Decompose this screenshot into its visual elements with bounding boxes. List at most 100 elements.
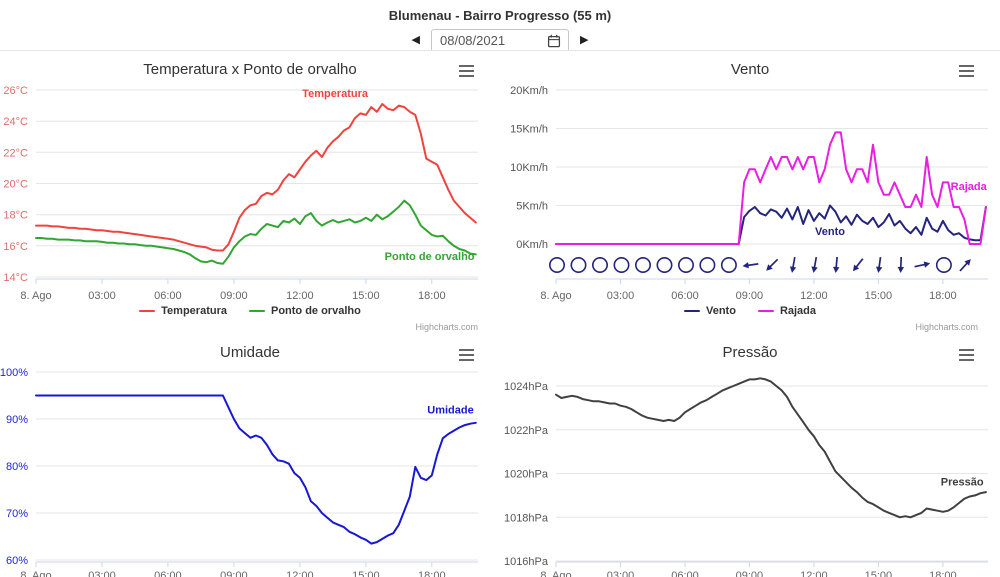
legend-label: Vento [705,305,736,317]
chart-menu-icon[interactable] [457,347,476,363]
legend-dash-icon [683,310,700,312]
series-line-Ponto de orvalho [35,199,477,265]
svg-text:8. Ago: 8. Ago [20,290,51,302]
chart-vento: Vento 20Km/h 15Km/h 10Km/h 5Km/h 0Km/h 8. Ago 0… [500,51,1000,340]
calm-wind-icon [678,257,695,274]
highcharts-credits[interactable]: Highcharts.com [915,322,978,332]
calm-wind-icon [635,257,652,274]
svg-text:1024hPa: 1024hPa [504,381,549,393]
series-line-Umidade [35,394,477,545]
svg-text:80%: 80% [6,461,28,473]
legend-item-Ponto de orvalho[interactable]: Ponto de orvalho [248,305,361,317]
svg-text:0Km/h: 0Km/h [516,239,548,251]
legend-dash-icon [139,310,156,312]
svg-text:15:00: 15:00 [865,570,893,577]
x-axis-labels: 8. Ago 03:00 06:00 09:00 12:00 15:00 18:00 [20,279,446,302]
chart-menu-icon[interactable] [457,63,476,79]
svg-text:06:00: 06:00 [671,290,699,302]
x-axis-labels: 8. Ago 03:00 06:00 09:00 12:00 15:00 18:00 [20,562,446,577]
x-axis-labels: 8. Ago 03:00 06:00 09:00 12:00 15:00 18:00 [540,562,957,577]
chart-menu-icon[interactable] [957,347,976,363]
x-axis-labels: 8. Ago 03:00 06:00 09:00 12:00 15:00 18:00 [540,279,957,302]
svg-text:03:00: 03:00 [88,290,116,302]
svg-text:1020hPa: 1020hPa [504,469,549,481]
svg-text:09:00: 09:00 [736,570,764,577]
calm-wind-icon [548,257,565,274]
chart-temp-plot: 26°C 24°C 22°C 20°C 18°C 16°C 14°C 8. Ago 03:00 0… [3,85,478,302]
svg-text:18°C: 18°C [3,210,28,222]
series-line-Vento [555,204,987,245]
svg-text:03:00: 03:00 [607,570,635,577]
calm-wind-icon [613,257,630,274]
calendar-icon[interactable] [547,34,561,48]
svg-text:12:00: 12:00 [800,290,828,302]
y-axis-labels: 1024hPa 1022hPa 1020hPa 1018hPa 1016hPa [504,381,549,568]
wind-direction-markers [548,256,971,274]
series-label-Umidade: Umidade [427,404,473,416]
legend-label: Rajada [779,305,817,317]
station-title: Blumenau - Bairro Progresso (55 m) [388,8,612,23]
chart-temp: Temperatura x Ponto de orvalho 26°C 24°C 22… [0,51,500,340]
legend-label: Ponto de orvalho [270,305,361,317]
legend-item-Rajada[interactable]: Rajada [757,305,817,317]
svg-text:20°C: 20°C [3,179,28,191]
svg-text:5Km/h: 5Km/h [516,201,548,213]
chart-title-pressao: Pressão [722,344,778,361]
gridlines [36,371,478,561]
chart-legend: Temperatura Ponto de orvalho [0,305,500,317]
svg-text:70%: 70% [6,508,28,520]
calm-wind-icon [570,257,587,274]
svg-text:06:00: 06:00 [154,290,182,302]
svg-text:24°C: 24°C [3,116,28,128]
svg-text:12:00: 12:00 [286,570,314,577]
series-label-Temperatura: Temperatura [302,88,369,100]
svg-text:15:00: 15:00 [865,290,893,302]
svg-text:06:00: 06:00 [154,570,182,577]
svg-text:12:00: 12:00 [286,290,314,302]
legend-dash-icon [757,310,774,312]
legend-item-Vento[interactable]: Vento [683,305,736,317]
prev-day-button[interactable]: ◀ [411,34,420,46]
svg-text:8. Ago: 8. Ago [540,290,571,302]
svg-text:16°C: 16°C [3,241,28,253]
legend-dash-icon [248,310,265,312]
svg-text:100%: 100% [0,367,28,379]
svg-text:1018hPa: 1018hPa [504,512,549,524]
legend-item-Temperatura[interactable]: Temperatura [139,305,227,317]
svg-text:18:00: 18:00 [929,570,957,577]
chart-legend: Vento Rajada [500,305,1000,317]
series-line-Temperatura [35,103,477,252]
svg-text:8. Ago: 8. Ago [20,570,51,577]
series-label-Rajada: Rajada [951,181,988,193]
svg-text:03:00: 03:00 [88,570,116,577]
series-line-Pressão [555,377,987,519]
series-label-Pressão: Pressão [941,477,984,489]
calm-wind-icon [699,257,716,274]
svg-text:09:00: 09:00 [220,570,248,577]
next-day-button[interactable]: ▶ [580,34,589,46]
svg-text:03:00: 03:00 [607,290,635,302]
gridlines [556,385,988,562]
svg-text:1022hPa: 1022hPa [504,425,549,437]
svg-text:20Km/h: 20Km/h [510,85,548,97]
date-input[interactable] [440,33,520,48]
svg-text:06:00: 06:00 [671,570,699,577]
chart-pressao: Pressão 1024hPa 1022hPa 1020hPa 1018hPa 1016h… [500,340,1000,577]
svg-text:15:00: 15:00 [352,290,380,302]
svg-text:09:00: 09:00 [220,290,248,302]
highcharts-credits[interactable]: Highcharts.com [415,322,478,332]
svg-text:15Km/h: 15Km/h [510,124,548,136]
calm-wind-icon [592,257,609,274]
svg-text:18:00: 18:00 [418,570,446,577]
chart-title-vento: Vento [730,61,770,78]
y-axis-labels: 100% 90% 80% 70% 60% [0,367,28,567]
chart-menu-icon[interactable] [957,63,976,79]
chart-title-umidade: Umidade [219,344,281,361]
svg-text:1016hPa: 1016hPa [504,556,549,568]
series-line-Rajada [555,131,987,245]
svg-text:15:00: 15:00 [352,570,380,577]
header-divider [0,50,1000,51]
